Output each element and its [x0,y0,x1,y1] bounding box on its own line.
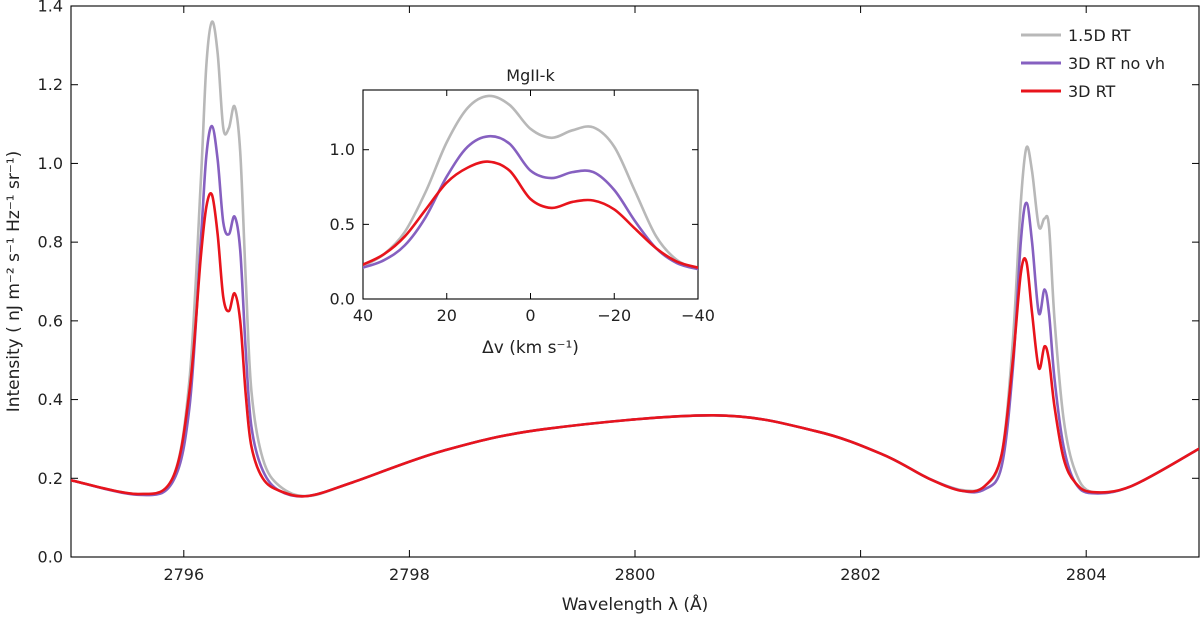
inset-y-tick-label: 0.0 [330,290,355,309]
legend-label-3d-rt-no-vh: 3D RT no vh [1068,54,1165,73]
inset-x-tick-label: −40 [681,306,715,325]
inset-plot: 40 20 0 −20 −40 0.0 0.5 1.0 Δv (km s⁻¹) MgII-k [330,66,715,358]
inset-y-tick-label: 0.5 [330,215,355,234]
inset-frame [362,89,699,300]
main-x-tick-label: 2804 [1066,565,1107,584]
inset-series-line-3d-rt [363,160,698,269]
main-y-tick-label: 1.0 [38,154,63,173]
main-y-tick-label: 0.8 [38,233,63,252]
inset-x-tick-label: 20 [437,306,457,325]
inset-series-line-1-5d-rt [363,94,698,271]
main-y-tick-label: 0.6 [38,311,63,330]
inset-x-tick-label: −20 [597,306,631,325]
main-x-tick-label: 2800 [615,565,656,584]
main-y-tick-label: 1.2 [38,75,63,94]
main-y-tick-label: 0.2 [38,469,63,488]
main-x-axis-label: Wavelength λ (Å) [562,593,709,615]
main-y-tick-label: 1.4 [38,0,63,16]
main-series-line-3d-rt [71,192,1199,498]
main-y-tick-label: 0.4 [38,390,63,409]
legend-label-1-5d-rt: 1.5D RT [1068,26,1131,45]
inset-x-tick-label: 40 [353,306,373,325]
main-y-axis-label: Intensity ( nJ m⁻² s⁻¹ Hz⁻¹ sr⁻¹) [4,151,24,413]
main-x-tick-label: 2798 [389,565,430,584]
legend: 1.5D RT 3D RT no vh 3D RT [1021,26,1165,101]
main-y-tick-label: 0.0 [38,548,63,567]
inset-x-axis-label: Δv (km s⁻¹) [482,338,579,358]
main-x-tick-label: 2802 [840,565,881,584]
inset-x-tick-label: 0 [525,306,535,325]
inset-y-tick-label: 1.0 [330,140,355,159]
inset-series-group [363,94,698,271]
legend-label-3d-rt: 3D RT [1068,82,1116,101]
main-x-tick-label: 2796 [163,565,204,584]
inset-series-line-3d-rt-no-vh [363,134,698,271]
main-series-group [71,20,1199,498]
inset-title: MgII-k [506,66,555,85]
